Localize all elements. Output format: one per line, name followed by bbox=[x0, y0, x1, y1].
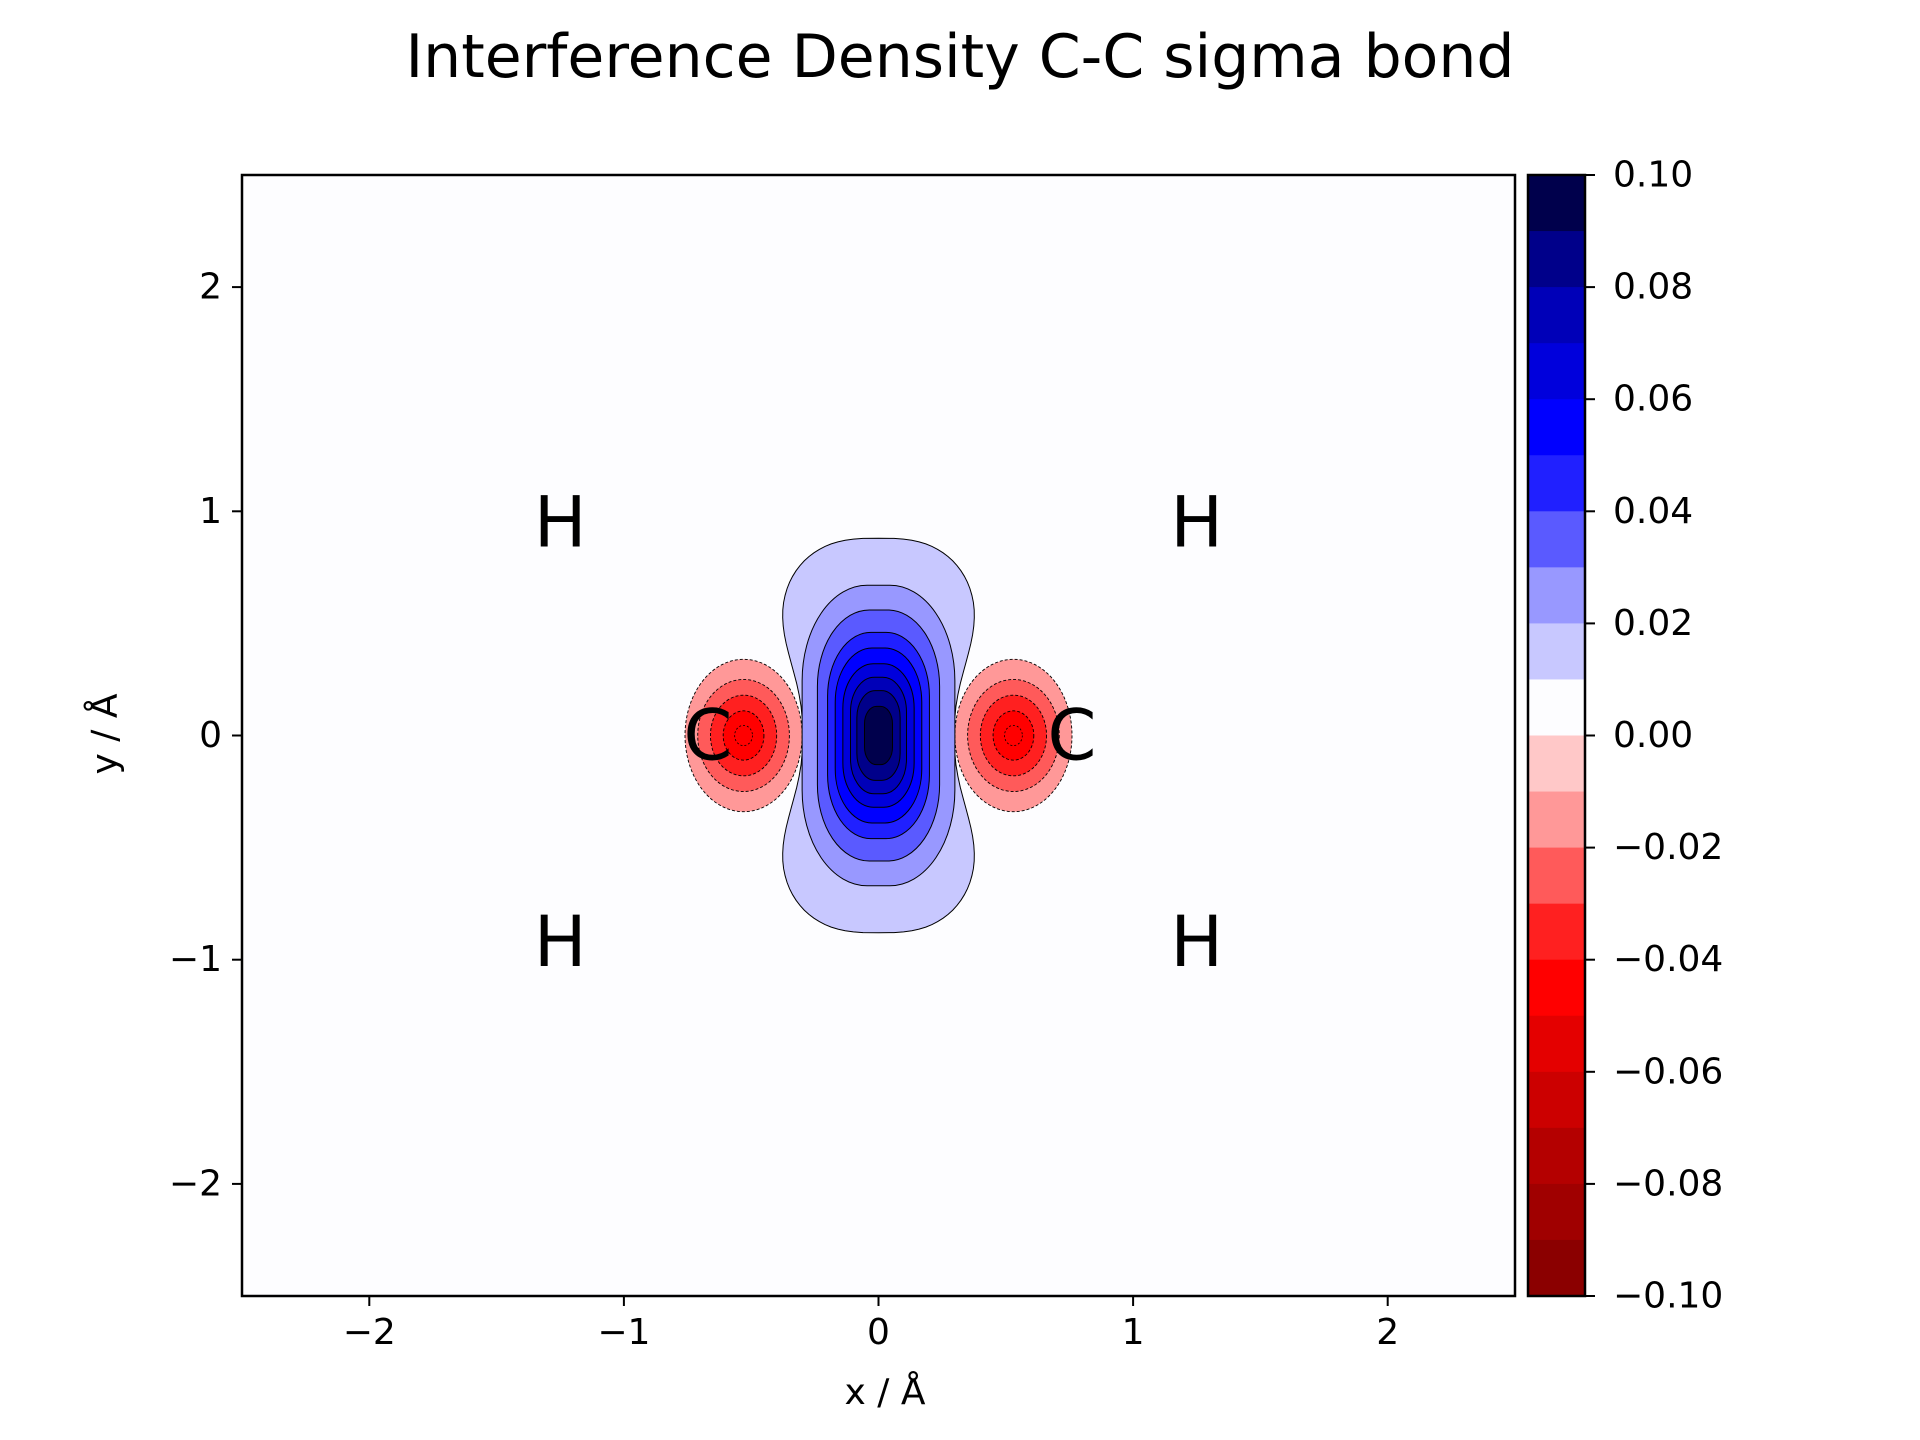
colorbar-tick-label: −0.04 bbox=[1613, 939, 1723, 980]
y-tick-label: 0 bbox=[199, 715, 222, 756]
y-axis: −2 −1 0 1 2 bbox=[169, 267, 242, 1204]
y-tick-label: 2 bbox=[199, 267, 222, 308]
colorbar-band bbox=[1528, 343, 1585, 400]
atom-label-c-6: C bbox=[1048, 695, 1097, 777]
contour-plot bbox=[684, 537, 1073, 934]
colorbar-band bbox=[1528, 903, 1585, 961]
colorbar-tick-label: −0.06 bbox=[1613, 1051, 1723, 1092]
atom-label-h-4: H bbox=[1170, 901, 1223, 983]
colorbar-band bbox=[1528, 1127, 1585, 1185]
colorbar-tick-label: 0.10 bbox=[1613, 155, 1693, 196]
colorbar-tick-label: 0.02 bbox=[1613, 603, 1693, 644]
x-tick-label: 1 bbox=[1122, 1312, 1145, 1353]
colorbar-band bbox=[1528, 175, 1585, 232]
colorbar-band bbox=[1528, 791, 1585, 849]
atom-label-h-2: H bbox=[1170, 482, 1223, 564]
y-axis-label: y / Å bbox=[84, 693, 126, 775]
positive-contour-core bbox=[870, 719, 887, 752]
negative-contour-left-core bbox=[734, 725, 753, 746]
colorbar-band bbox=[1528, 847, 1585, 905]
colorbar-band bbox=[1528, 959, 1585, 1017]
colorbar-band bbox=[1528, 511, 1585, 568]
x-axis: −2 −1 0 1 2 bbox=[343, 1296, 1399, 1353]
colorbar-band bbox=[1528, 231, 1585, 288]
atom-labels: H H H H C C bbox=[534, 482, 1223, 983]
colorbar-tick-label: −0.08 bbox=[1613, 1163, 1723, 1204]
colorbar-band bbox=[1528, 679, 1585, 737]
colorbar: 0.10 0.08 0.06 0.04 0.02 0.00 −0.02 −0.04 −0.06 −… bbox=[1526, 155, 1723, 1317]
colorbar-band bbox=[1528, 287, 1585, 344]
colorbar-tick-label: 0.08 bbox=[1613, 267, 1693, 308]
x-tick-label: 2 bbox=[1376, 1312, 1399, 1353]
y-tick-label: 1 bbox=[199, 491, 222, 532]
atom-label-h-1: H bbox=[534, 482, 587, 564]
negative-contour-right-core bbox=[1004, 725, 1023, 746]
x-tick-label: 0 bbox=[867, 1312, 890, 1353]
colorbar-band bbox=[1528, 1015, 1585, 1073]
atom-label-c-5: C bbox=[683, 695, 732, 777]
colorbar-tick-label: 0.00 bbox=[1613, 715, 1693, 756]
colorbar-band bbox=[1528, 1071, 1585, 1129]
colorbar-tick-label: 0.04 bbox=[1613, 491, 1693, 532]
x-tick-label: −1 bbox=[597, 1312, 650, 1353]
x-axis-label: x / Å bbox=[844, 1372, 926, 1413]
colorbar-tick-label: 0.06 bbox=[1613, 379, 1693, 420]
colorbar-tick-label: −0.10 bbox=[1613, 1276, 1723, 1317]
colorbar-band bbox=[1528, 1239, 1585, 1297]
colorbar-band bbox=[1528, 399, 1585, 456]
colorbar-band bbox=[1528, 1183, 1585, 1241]
x-tick-label: −2 bbox=[343, 1312, 396, 1353]
y-tick-label: −1 bbox=[169, 939, 222, 980]
chart-title: Interference Density C-C sigma bond bbox=[405, 22, 1515, 92]
y-tick-label: −2 bbox=[169, 1163, 222, 1204]
colorbar-tick-label: −0.02 bbox=[1613, 827, 1723, 868]
colorbar-band bbox=[1528, 455, 1585, 512]
atom-label-h-3: H bbox=[534, 901, 587, 983]
colorbar-band bbox=[1528, 567, 1585, 624]
colorbar-band bbox=[1528, 623, 1585, 681]
colorbar-band bbox=[1528, 735, 1585, 793]
